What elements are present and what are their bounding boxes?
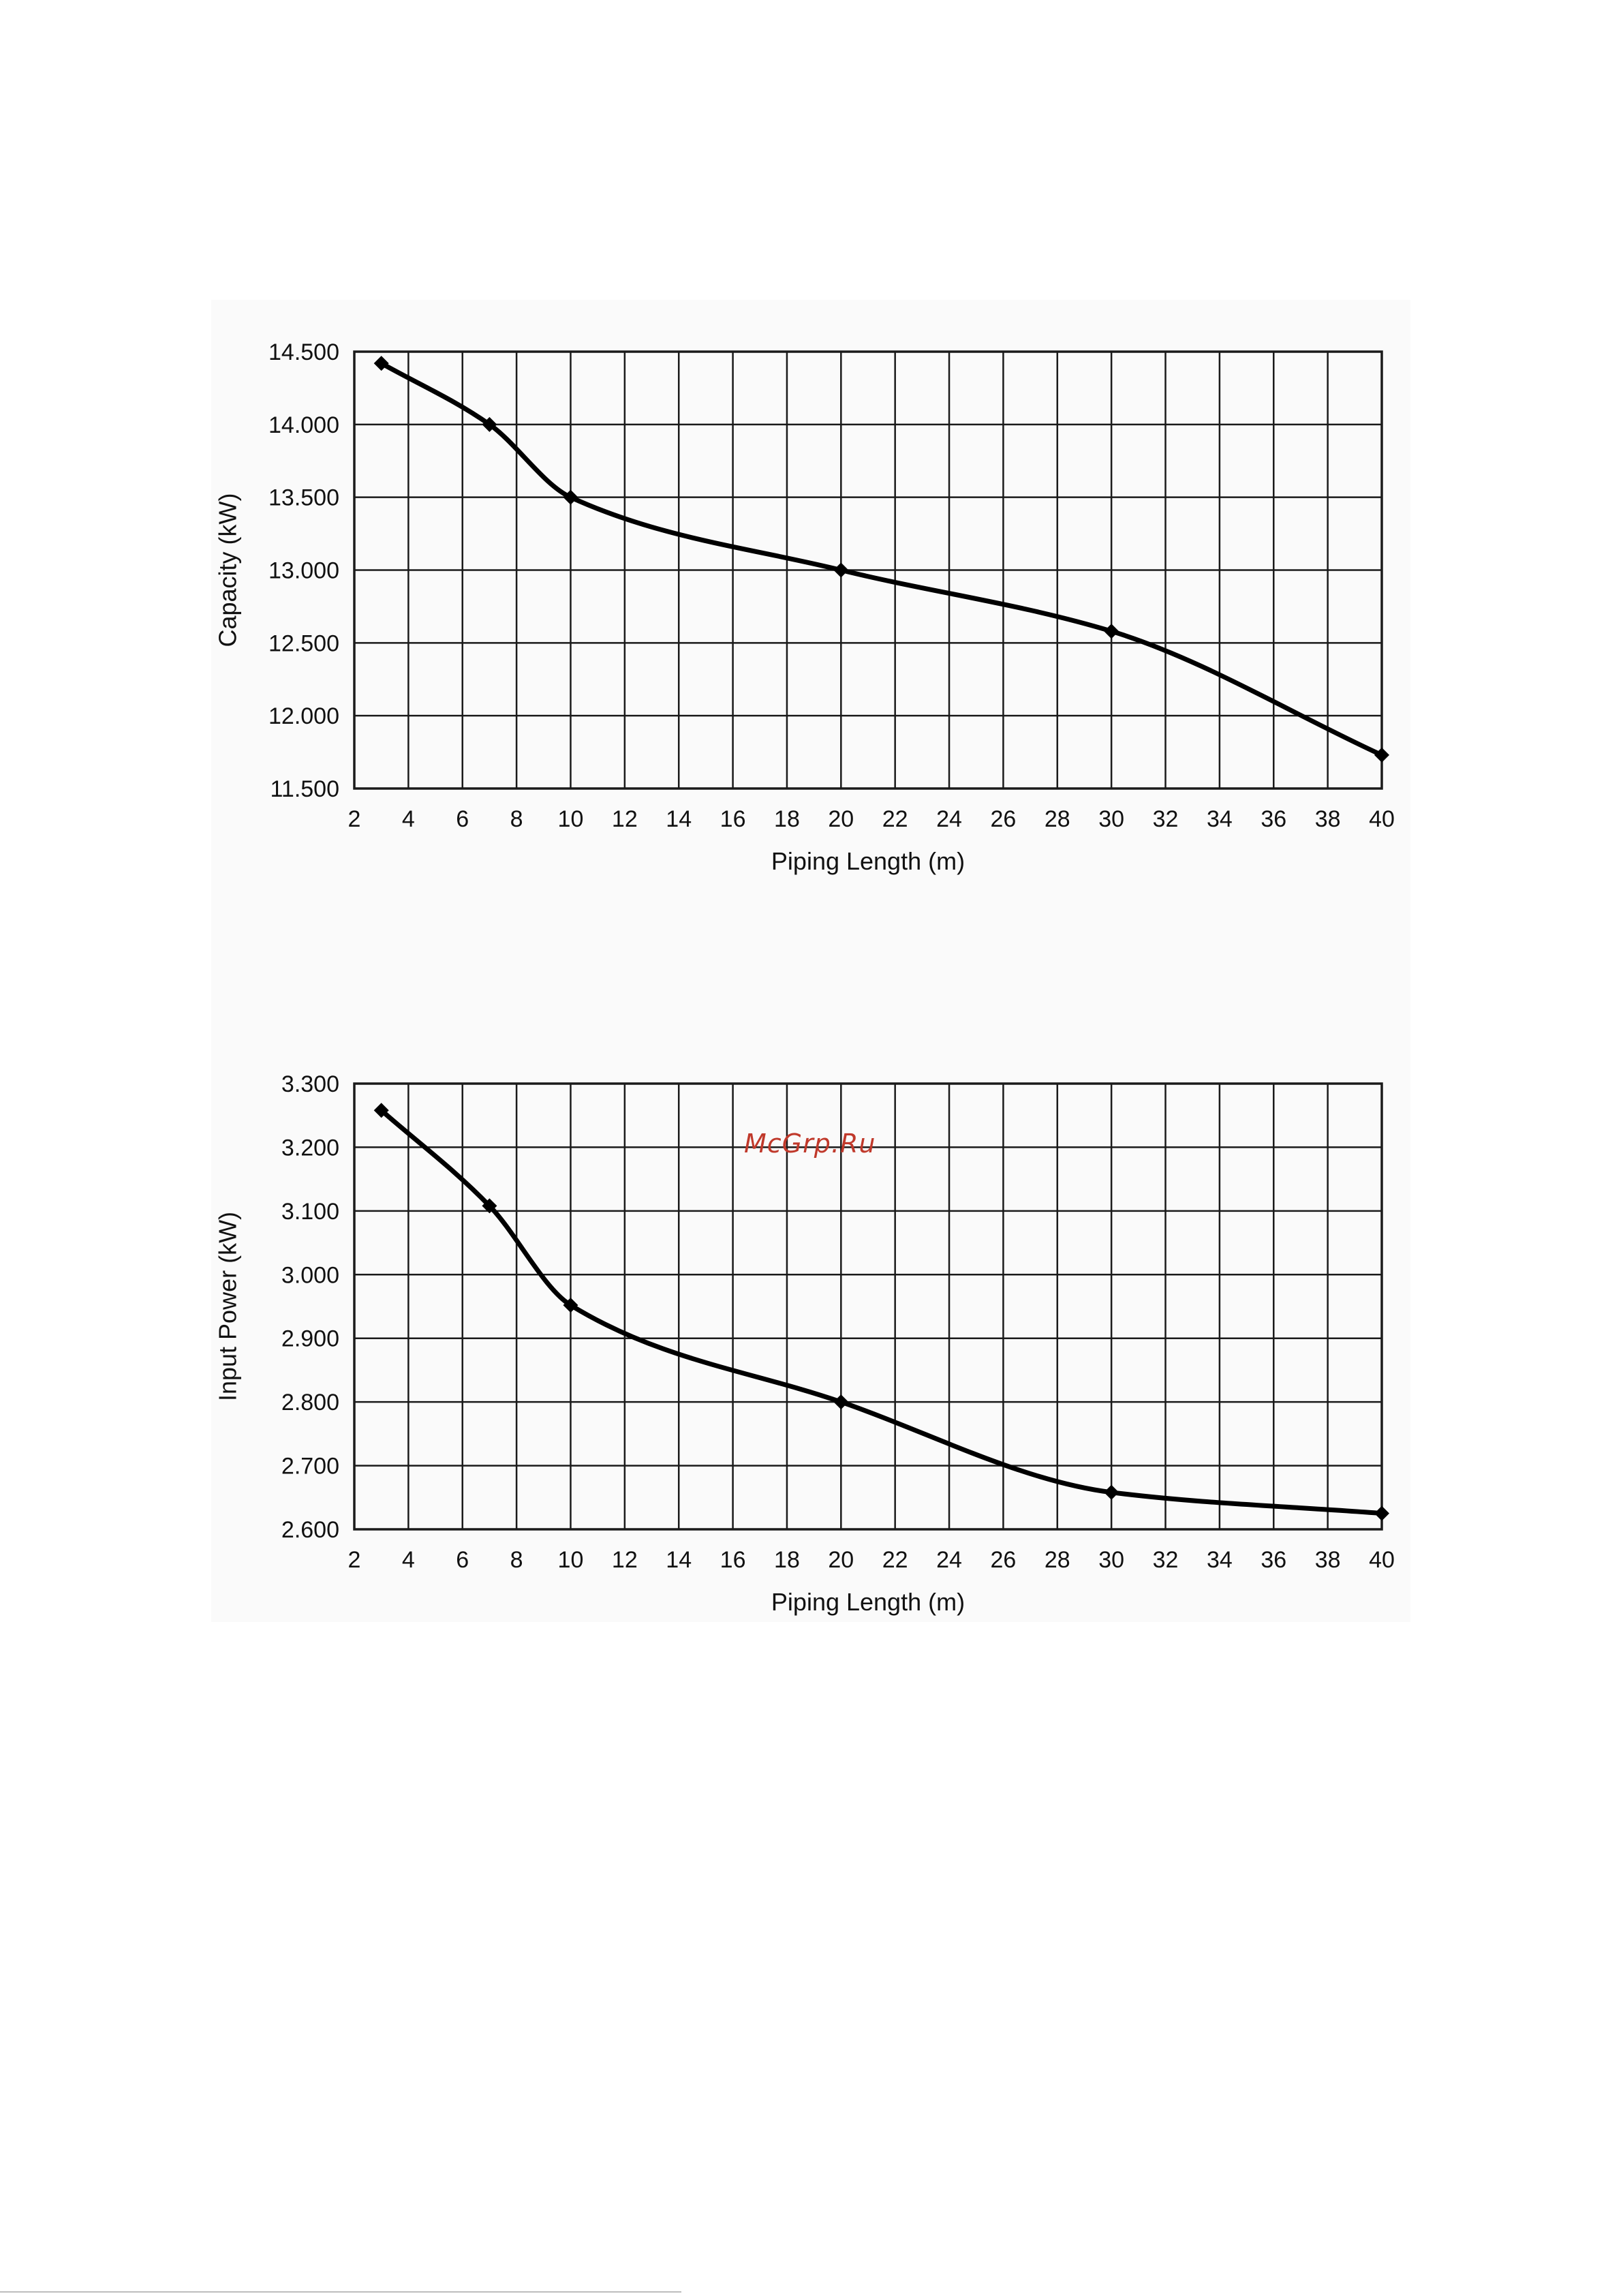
- x-tick-label: 34: [1207, 806, 1233, 832]
- series-line: [379, 361, 1385, 758]
- x-axis-title: Piping Length (m): [771, 847, 965, 875]
- x-tick-label: 8: [510, 806, 523, 832]
- capacity-chart-panel: 2 4 6 8 10 12 14 16 18 20 22 24 26 28 30 32 34 36 38 40 14.5…: [211, 300, 1410, 1063]
- y-tick-label: 3.300: [281, 1071, 339, 1097]
- x-tick-label: 36: [1261, 1547, 1286, 1573]
- capacity-chart: 2 4 6 8 10 12 14 16 18 20 22 24 26 28 30 32 34 36 38 4014.5…: [214, 339, 1395, 875]
- x-tick-label: 10: [558, 1547, 584, 1573]
- y-tick-label: 13.000: [268, 558, 339, 584]
- x-tick-label: 14: [666, 1547, 692, 1573]
- x-tick-label: 34: [1207, 1547, 1233, 1573]
- x-tick-label: 8: [510, 1547, 523, 1573]
- x-tick-label: 40: [1369, 806, 1395, 832]
- x-tick-label: 2: [348, 806, 361, 832]
- data-point-marker: [833, 1394, 849, 1410]
- x-tick-label: 12: [612, 1547, 638, 1573]
- x-tick-label: 32: [1153, 806, 1179, 832]
- data-point-marker: [373, 356, 389, 371]
- data-point-marker: [563, 489, 578, 505]
- x-tick-label: 18: [774, 806, 800, 832]
- y-tick-label: 12.500: [268, 630, 339, 656]
- y-tick-label: 12.000: [268, 703, 339, 729]
- x-tick-label: 2: [348, 1547, 361, 1573]
- x-tick-label: 10: [558, 806, 584, 832]
- series-line: [379, 1107, 1385, 1516]
- plot-frame: [353, 350, 1383, 790]
- x-tick-label: 16: [720, 1547, 746, 1573]
- data-point-marker: [1104, 1484, 1119, 1500]
- y-axis-title: Capacity (kW): [214, 493, 242, 647]
- x-tick-label: 28: [1045, 806, 1070, 832]
- y-axis-title: Input Power (kW): [214, 1212, 242, 1401]
- grid: [353, 350, 1383, 790]
- x-tick-label: 20: [828, 806, 854, 832]
- data-point-marker: [1104, 624, 1119, 639]
- data-point-marker: [563, 1298, 578, 1313]
- y-tick-label: 3.200: [281, 1135, 339, 1161]
- footer-rule: [0, 2291, 681, 2293]
- x-tick-label: 36: [1261, 806, 1286, 832]
- input-power-chart-panel: 2 4 6 8 10 12 14 16 18 20 22 24 26 28 30 32 34 36 38 40 3.30…: [211, 1036, 1410, 1622]
- x-axis-title: Piping Length (m): [771, 1588, 965, 1616]
- x-tick-label: 32: [1153, 1547, 1179, 1573]
- y-tick-label: 2.900: [281, 1326, 339, 1352]
- x-tick-label: 4: [402, 1547, 415, 1573]
- plot-frame: [353, 1082, 1383, 1531]
- x-tick-label: 30: [1098, 1547, 1124, 1573]
- data-point-marker: [482, 1198, 497, 1214]
- data-point-marker: [1374, 1505, 1389, 1521]
- y-tick-label: 2.600: [281, 1517, 339, 1543]
- x-tick-label: 26: [991, 806, 1017, 832]
- y-tick-label: 11.500: [270, 776, 339, 802]
- x-tick-label: 6: [456, 1547, 469, 1573]
- x-tick-label: 26: [991, 1547, 1017, 1573]
- x-tick-label: 16: [720, 806, 746, 832]
- data-point-marker: [1374, 747, 1389, 763]
- data-point-marker: [373, 1103, 389, 1118]
- x-tick-label: 28: [1045, 1547, 1070, 1573]
- data-point-marker: [482, 416, 497, 432]
- x-tick-label: 38: [1315, 806, 1341, 832]
- y-tick-label: 14.000: [268, 412, 339, 438]
- x-tick-label: 40: [1369, 1547, 1395, 1573]
- y-tick-label: 14.500: [268, 339, 339, 365]
- x-tick-label: 12: [612, 806, 638, 832]
- data-point-marker: [833, 562, 849, 578]
- y-tick-label: 13.500: [268, 485, 339, 511]
- x-tick-label: 22: [882, 1547, 908, 1573]
- x-tick-label: 20: [828, 1547, 854, 1573]
- input-power-chart: 2 4 6 8 10 12 14 16 18 20 22 24 26 28 30 32 34 36 38 403.30…: [214, 1071, 1395, 1616]
- y-tick-label: 3.000: [281, 1262, 339, 1288]
- x-tick-label: 24: [936, 806, 962, 832]
- watermark: McGrp.Ru: [744, 1129, 876, 1159]
- x-tick-label: 14: [666, 806, 692, 832]
- x-tick-label: 30: [1098, 806, 1124, 832]
- y-tick-label: 3.100: [281, 1199, 339, 1225]
- y-tick-label: 2.800: [281, 1390, 339, 1415]
- x-tick-label: 24: [936, 1547, 962, 1573]
- x-tick-label: 22: [882, 806, 908, 832]
- x-tick-label: 18: [774, 1547, 800, 1573]
- x-tick-label: 38: [1315, 1547, 1341, 1573]
- x-tick-label: 6: [456, 806, 469, 832]
- x-tick-label: 4: [402, 806, 415, 832]
- y-tick-label: 2.700: [281, 1454, 339, 1480]
